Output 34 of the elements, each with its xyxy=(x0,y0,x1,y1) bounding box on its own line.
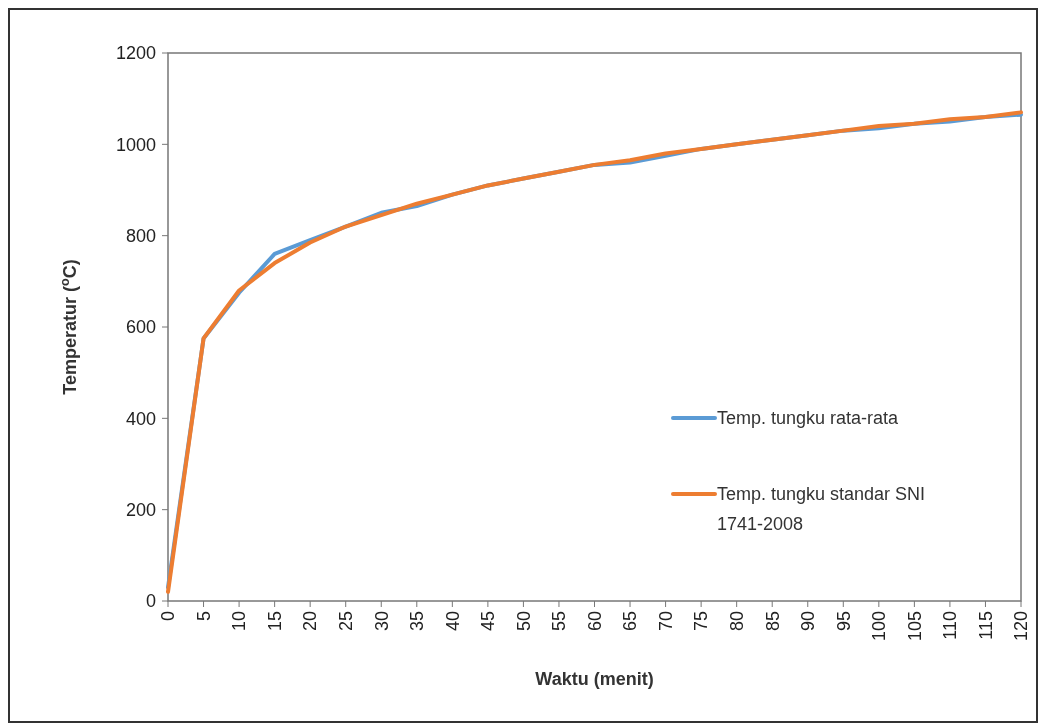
x-tick-label: 115 xyxy=(975,611,996,640)
x-tick-label: 75 xyxy=(691,611,712,632)
y-tick-label: 200 xyxy=(125,499,156,520)
x-tick-label: 120 xyxy=(1011,611,1032,642)
x-tick-label: 35 xyxy=(407,611,428,632)
legend-label: Temp. tungku standar SNI 1741-2008 xyxy=(717,484,926,535)
x-tick-label: 25 xyxy=(336,611,357,632)
y-tick-label: 400 xyxy=(125,408,156,429)
x-tick-label: 100 xyxy=(869,611,890,642)
x-tick-label: 105 xyxy=(904,611,925,642)
y-tick-label: 1000 xyxy=(115,134,156,155)
x-tick-label: 45 xyxy=(478,611,499,632)
x-tick-label: 70 xyxy=(655,611,676,632)
x-tick-label: 65 xyxy=(620,611,641,632)
x-tick-label: 40 xyxy=(442,611,463,632)
legend-label: Temp. tungku rata-rata xyxy=(717,408,900,429)
x-tick-label: 90 xyxy=(798,611,819,632)
x-tick-label: 110 xyxy=(940,611,961,640)
y-tick-label: 600 xyxy=(125,317,156,338)
x-tick-label: 85 xyxy=(762,611,783,632)
x-tick-label: 15 xyxy=(264,611,285,632)
x-tick-label: 55 xyxy=(549,611,570,632)
x-tick-label: 95 xyxy=(833,611,854,632)
x-tick-label: 5 xyxy=(193,611,214,622)
x-tick-label: 30 xyxy=(371,611,392,632)
x-tick-label: 80 xyxy=(726,611,747,632)
x-tick-label: 10 xyxy=(229,611,250,632)
x-axis-title: Waktu (menit) xyxy=(535,669,654,689)
x-tick-label: 50 xyxy=(513,611,534,632)
y-tick-label: 1200 xyxy=(115,43,156,64)
x-tick-label: 0 xyxy=(158,611,179,622)
x-tick-label: 20 xyxy=(300,611,321,632)
y-tick-label: 800 xyxy=(125,225,156,246)
x-tick-label: 60 xyxy=(584,611,605,632)
